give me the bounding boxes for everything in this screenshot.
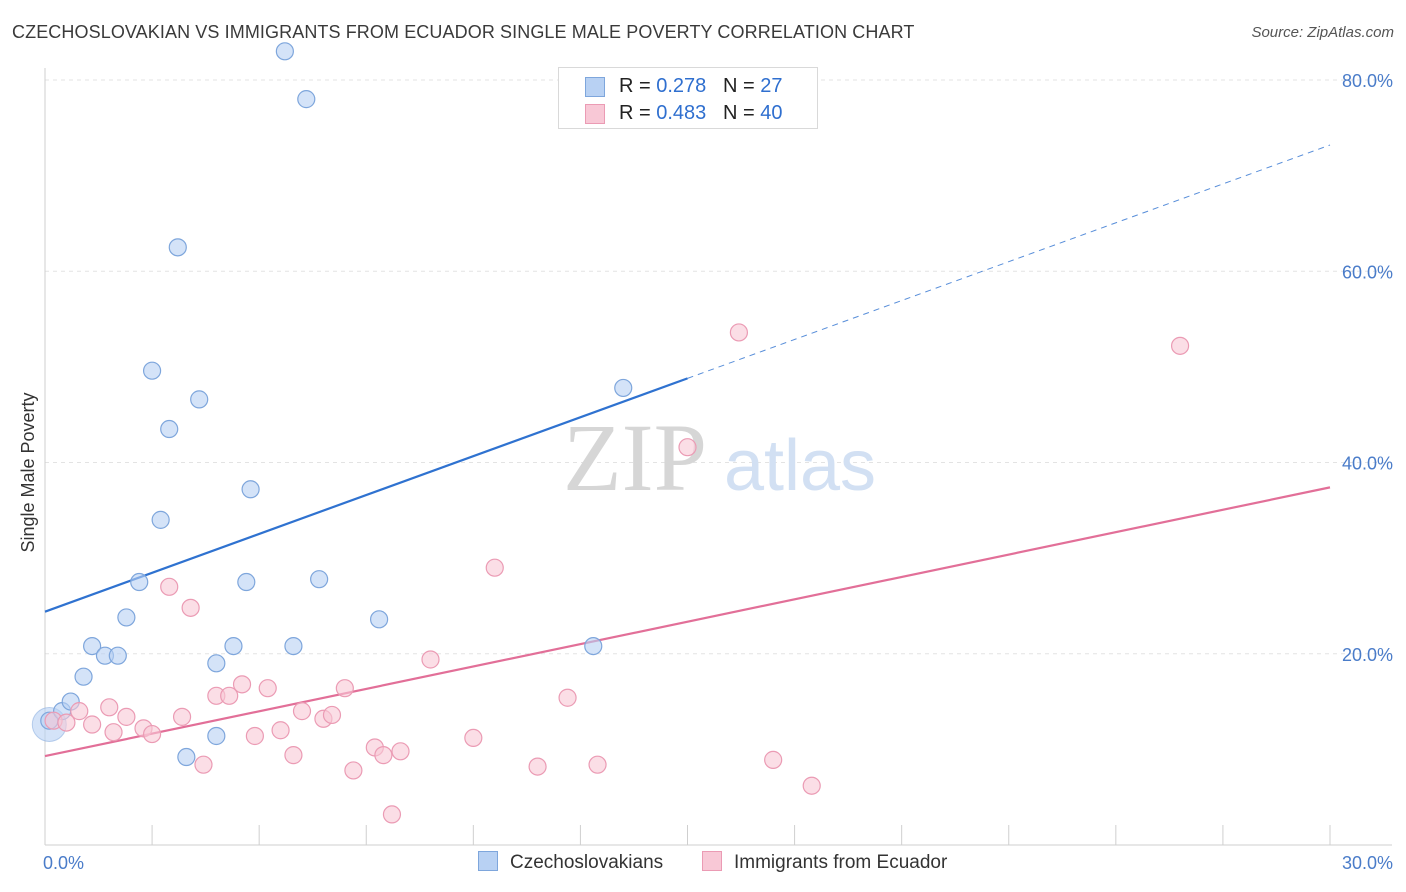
point-ecuador bbox=[194, 755, 213, 774]
point-czechoslovakians bbox=[177, 747, 196, 767]
legend-r-label: R = bbox=[619, 102, 657, 124]
point-ecuador bbox=[181, 598, 200, 617]
point-ecuador bbox=[104, 723, 123, 742]
point-czechoslovakians bbox=[160, 419, 179, 439]
legend-n-value: 40 bbox=[760, 102, 783, 124]
point-ecuador bbox=[172, 707, 192, 726]
point-czechoslovakians bbox=[168, 238, 187, 257]
point-ecuador bbox=[1170, 336, 1190, 355]
tick-labels: 20.0% 40.0% 60.0% 80.0% 0.0% 30.0% Single Male… bbox=[18, 71, 1393, 873]
watermark-zip: ZIP bbox=[563, 404, 707, 511]
point-czechoslovakians bbox=[117, 608, 136, 627]
y-tick-label: 40.0% bbox=[1342, 454, 1393, 474]
x-tick-label: 30.0% bbox=[1342, 853, 1393, 873]
y-axis-label: Single Male Poverty bbox=[18, 392, 38, 552]
point-ecuador bbox=[271, 721, 290, 740]
point-ecuador bbox=[588, 755, 607, 774]
point-czechoslovakians bbox=[83, 636, 102, 656]
series-swatch-blue bbox=[478, 851, 498, 871]
point-ecuador bbox=[764, 750, 783, 769]
legend-n-value: 27 bbox=[760, 75, 783, 97]
point-czechoslovakians bbox=[108, 646, 127, 665]
point-czechoslovakians bbox=[151, 510, 170, 529]
point-ecuador bbox=[344, 761, 363, 780]
point-czechoslovakians bbox=[297, 90, 316, 109]
point-ecuador bbox=[391, 742, 410, 761]
trendline-czechoslovakians bbox=[44, 377, 688, 613]
y-tick-label: 80.0% bbox=[1342, 71, 1393, 91]
point-czechoslovakians bbox=[74, 667, 93, 686]
point-czechoslovakians bbox=[241, 480, 260, 499]
legend-swatch-blue bbox=[585, 77, 605, 97]
legend-n-label: N = bbox=[722, 75, 761, 97]
x-tick-label: 0.0% bbox=[43, 853, 84, 873]
legend-r-label: R = bbox=[619, 75, 657, 97]
point-ecuador bbox=[322, 705, 342, 725]
point-ecuador bbox=[678, 438, 697, 457]
point-ecuador bbox=[160, 577, 179, 596]
point-czechoslovakians bbox=[237, 572, 256, 592]
point-ecuador bbox=[245, 726, 264, 746]
point-ecuador bbox=[485, 558, 504, 577]
point-ecuador bbox=[232, 675, 252, 694]
series-legend-czechoslovakians: Czechoslovakians bbox=[478, 851, 663, 874]
series-name: Czechoslovakians bbox=[510, 852, 664, 873]
point-ecuador bbox=[802, 776, 821, 795]
point-czechoslovakians bbox=[284, 636, 303, 656]
point-czechoslovakians bbox=[584, 636, 603, 656]
point-ecuador bbox=[100, 698, 119, 717]
series-legend-ecuador: Immigrants from Ecuador bbox=[702, 851, 947, 874]
point-czechoslovakians bbox=[207, 654, 226, 673]
trendline-czechoslovakians-extension bbox=[687, 144, 1331, 379]
point-ecuador bbox=[284, 746, 303, 765]
point-ecuador bbox=[220, 686, 239, 705]
point-czechoslovakians bbox=[310, 570, 329, 589]
point-ecuador bbox=[558, 688, 577, 707]
point-ecuador bbox=[70, 702, 89, 721]
point-ecuador bbox=[729, 323, 749, 342]
point-ecuador bbox=[382, 805, 402, 824]
trend-lines bbox=[44, 144, 1331, 758]
point-ecuador bbox=[335, 679, 354, 698]
trendline-ecuador bbox=[44, 486, 1331, 758]
point-czechoslovakians bbox=[130, 572, 149, 592]
point-ecuador bbox=[421, 650, 440, 669]
series-swatch-pink bbox=[702, 851, 722, 871]
point-czechoslovakians bbox=[190, 390, 209, 409]
axes bbox=[44, 68, 1392, 846]
y-tick-label: 20.0% bbox=[1342, 645, 1393, 665]
point-czechoslovakians bbox=[614, 378, 633, 398]
point-czechoslovakians bbox=[224, 636, 243, 656]
point-czechoslovakians bbox=[275, 42, 294, 61]
y-tick-label: 60.0% bbox=[1342, 262, 1393, 282]
point-ecuador bbox=[528, 757, 547, 776]
series-name: Immigrants from Ecuador bbox=[734, 852, 948, 873]
legend-swatch-pink bbox=[585, 104, 605, 124]
point-czechoslovakians bbox=[207, 726, 226, 746]
point-ecuador bbox=[464, 728, 483, 748]
point-ecuador bbox=[83, 715, 102, 734]
watermark: ZIP atlas bbox=[563, 404, 876, 511]
point-ecuador bbox=[117, 707, 136, 726]
point-czechoslovakians bbox=[142, 361, 162, 380]
point-ecuador bbox=[374, 746, 393, 765]
legend-r-value: 0.483 bbox=[656, 102, 707, 124]
legend-n-label: N = bbox=[722, 102, 761, 124]
legend-r-value: 0.278 bbox=[656, 75, 707, 97]
chart-title: CZECHOSLOVAKIAN VS IMMIGRANTS FROM ECUAD… bbox=[12, 22, 915, 42]
point-ecuador bbox=[258, 679, 277, 698]
data-points bbox=[31, 42, 1190, 824]
point-ecuador bbox=[142, 724, 162, 744]
point-ecuador bbox=[57, 713, 76, 732]
point-czechoslovakians bbox=[370, 610, 389, 629]
source-label: Source: ZipAtlas.com bbox=[1251, 24, 1394, 41]
watermark-atlas: atlas bbox=[724, 426, 876, 506]
stats-legend: R = 0.278 N = 27 R = 0.483 N = 40 bbox=[558, 67, 818, 129]
point-ecuador bbox=[292, 702, 312, 721]
